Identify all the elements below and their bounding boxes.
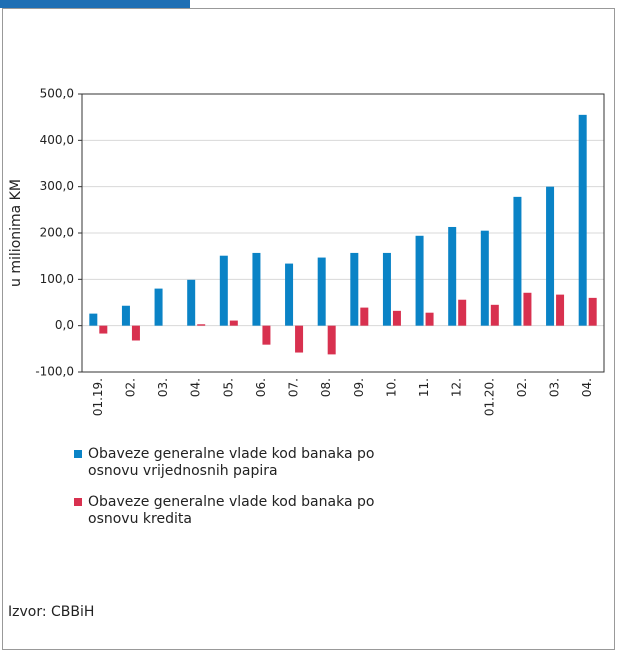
y-tick-label: 100,0 <box>40 272 74 286</box>
plot-border <box>81 93 605 373</box>
header-band <box>0 0 190 8</box>
y-tick-label: 200,0 <box>40 226 74 240</box>
x-tick-label: 08. <box>319 378 333 397</box>
bar <box>588 297 597 326</box>
x-tick-label: 01.20. <box>482 378 496 416</box>
bar <box>556 294 565 326</box>
y-axis-label: u milionima KM <box>8 179 24 287</box>
bar <box>197 324 206 326</box>
x-tick-label: 05. <box>221 378 235 397</box>
y-tick-label: -100,0 <box>35 365 74 379</box>
bar <box>458 299 467 326</box>
bar <box>578 114 587 326</box>
x-tick-label: 12. <box>450 378 464 397</box>
bar <box>490 304 499 326</box>
bar <box>317 257 326 326</box>
x-tick-label: 04. <box>580 378 594 397</box>
bar <box>262 325 271 345</box>
x-tick-label: 06. <box>254 378 268 397</box>
x-tick-label: 04. <box>189 378 203 397</box>
bar <box>229 320 238 326</box>
bar <box>99 325 108 334</box>
x-tick-label: 09. <box>352 378 366 397</box>
bar <box>219 255 228 326</box>
bar <box>523 292 532 326</box>
bar <box>448 226 457 326</box>
bar <box>480 230 489 326</box>
bar <box>392 310 401 326</box>
x-tick-label: 02. <box>123 378 137 397</box>
y-tick-label: 500,0 <box>40 87 74 101</box>
bar <box>513 196 522 326</box>
bar <box>187 279 196 326</box>
bar <box>350 252 359 326</box>
bar <box>252 252 261 326</box>
legend-swatch <box>74 498 82 506</box>
x-tick-label: 03. <box>156 378 170 397</box>
y-tick-label: 300,0 <box>40 179 74 193</box>
x-tick-label: 03. <box>548 378 562 397</box>
bar <box>285 263 294 326</box>
y-tick-label: 400,0 <box>40 133 74 147</box>
legend-label: Obaveze generalne vlade kod banaka po os… <box>88 494 375 527</box>
x-tick-label: 02. <box>515 378 529 397</box>
legend-item: Obaveze generalne vlade kod banaka po os… <box>74 446 384 480</box>
bar <box>360 307 369 326</box>
bar <box>415 235 424 326</box>
legend-item: Obaveze generalne vlade kod banaka po os… <box>74 494 384 528</box>
bar <box>121 305 130 326</box>
x-tick-label: 10. <box>384 378 398 397</box>
bar <box>131 325 140 341</box>
bar <box>327 325 336 355</box>
y-tick-label: 0,0 <box>55 318 74 332</box>
bar <box>546 186 555 326</box>
chart: u milionima KM -100,0 0,0 100,0 200,0 300,0 4… <box>8 87 605 416</box>
x-tick-label: 11. <box>417 378 431 397</box>
x-tick-label: 07. <box>287 378 301 397</box>
bar <box>89 313 98 326</box>
source: Izvor: CBBiH <box>8 604 95 620</box>
bar <box>154 288 163 326</box>
legend-label: Obaveze generalne vlade kod banaka po os… <box>88 446 375 479</box>
legend-swatch <box>74 450 82 458</box>
bar <box>425 312 434 326</box>
bar <box>382 252 391 326</box>
legend: Obaveze generalne vlade kod banaka po os… <box>74 446 384 542</box>
bar <box>295 325 304 353</box>
x-tick-label: 01.19. <box>91 378 105 416</box>
